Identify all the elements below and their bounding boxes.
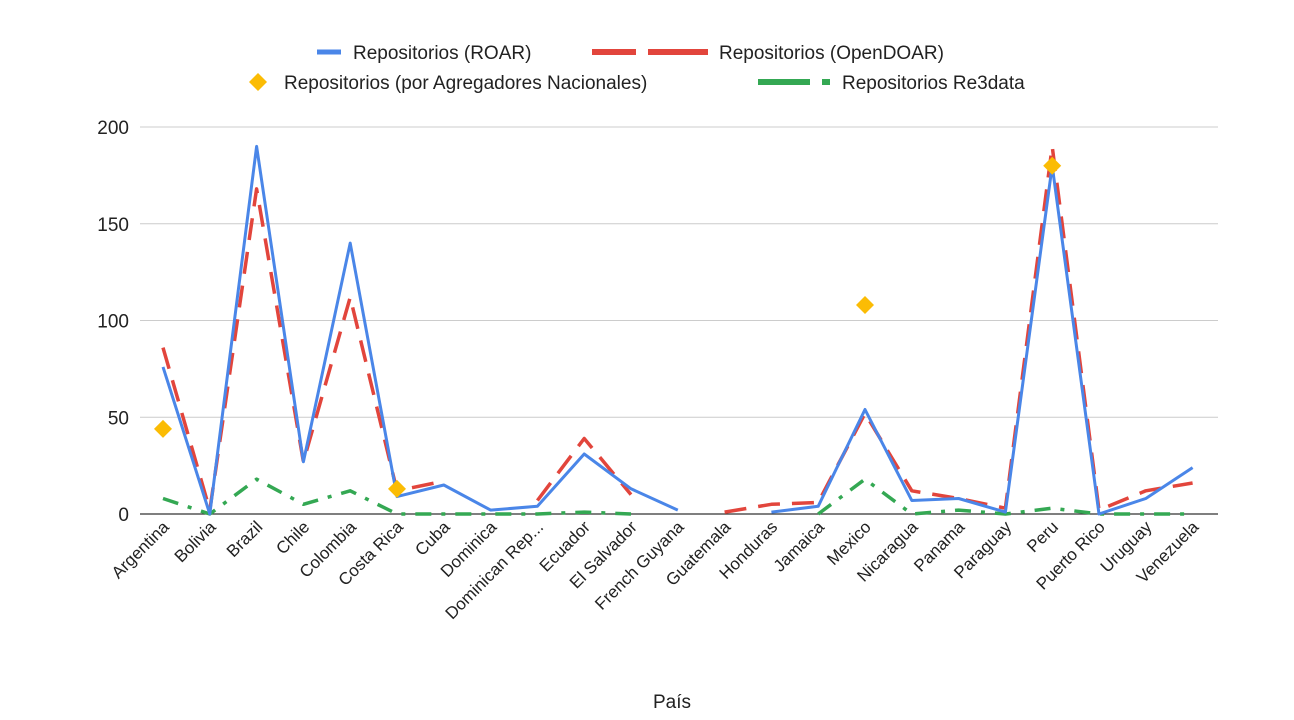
point-repositorios-por-agregadores-nacionales: [154, 419, 172, 438]
y-tick-label: 200: [97, 118, 129, 139]
x-tick-label: Peru: [1023, 517, 1062, 556]
x-tick-label: Brazil: [223, 517, 266, 560]
point-repositorios-por-agregadores-nacionales: [388, 479, 406, 498]
legend-swatch: [249, 73, 267, 91]
series-line-repositorios-re3data: [162, 477, 1193, 516]
y-tick-label: 150: [97, 215, 129, 236]
series-line-repositorios-opendoar: [161, 144, 1193, 514]
legend-item-repositorios-por-agregadores-nacionales: Repositorios (por Agregadores Nacionales…: [249, 73, 647, 94]
legend-item-repositorios-opendoar: Repositorios (OpenDOAR): [592, 43, 944, 64]
point-repositorios-por-agregadores-nacionales: [1043, 156, 1062, 175]
legend-item-repositorios-re3data: Repositorios Re3data: [758, 73, 1025, 94]
chart-legend: Repositorios (ROAR) Repositorios (OpenDOA…: [249, 43, 1025, 94]
series-line-repositorios-roar: [161, 144, 1194, 516]
legend-item-repositorios-roar: Repositorios (ROAR): [317, 43, 531, 64]
y-tick-label: 0: [118, 505, 129, 526]
y-tick-label: 100: [97, 312, 129, 333]
legend-label: Repositorios (ROAR): [353, 43, 531, 64]
x-tick-label: Cuba: [411, 517, 454, 560]
y-tick-label: 50: [108, 408, 129, 429]
x-tick-label: Chile: [272, 517, 313, 558]
series-layer: [154, 144, 1194, 516]
legend-label: Repositorios Re3data: [842, 73, 1025, 94]
y-axis-ticks: 0 50 100 150 200: [97, 118, 129, 526]
x-axis-title: País: [653, 692, 691, 713]
x-tick-label: Jamaica: [770, 517, 829, 576]
legend-label: Repositorios (OpenDOAR): [719, 43, 944, 64]
legend-label: Repositorios (por Agregadores Nacionales…: [284, 73, 647, 94]
gridlines: [140, 126, 1218, 515]
point-repositorios-por-agregadores-nacionales: [856, 296, 874, 315]
x-tick-label: Argentina: [108, 517, 173, 582]
x-tick-label: Bolivia: [171, 517, 220, 566]
